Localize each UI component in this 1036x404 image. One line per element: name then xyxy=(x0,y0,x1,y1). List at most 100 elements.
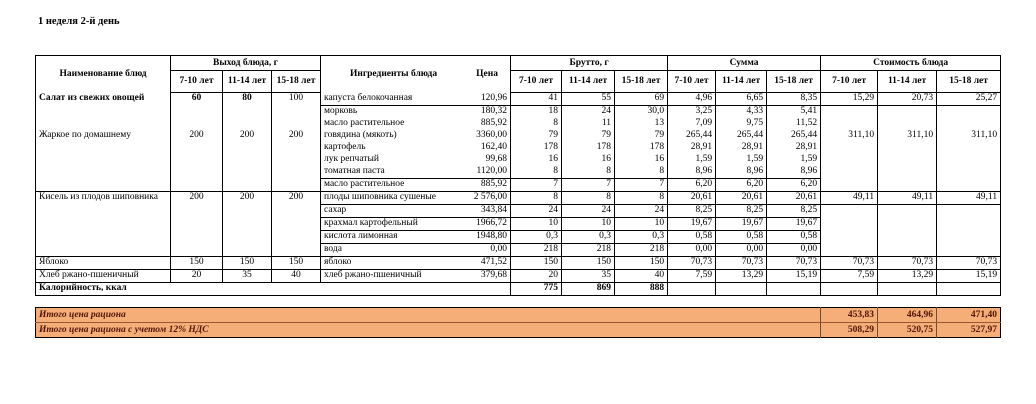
totals-table: Итого цена рациона 453,83 464,96 471,40 Итог… xyxy=(35,307,1001,338)
sum-cell: 0,00 xyxy=(715,243,767,257)
gross-cell: 218 xyxy=(561,243,615,257)
ingredient-cell: морковь xyxy=(320,105,463,118)
dish-output-cell: 40 xyxy=(270,269,321,283)
gross-cell: 8 xyxy=(561,166,615,179)
table-row: масло растительное 885,92 8 11 13 7,09 9,75 11,… xyxy=(36,118,1001,130)
price-cell: 162,40 xyxy=(480,142,508,152)
sum-cell: 19,67 xyxy=(667,217,716,231)
gross-cell: 10 xyxy=(510,217,562,231)
gross-cell: 16 xyxy=(561,154,615,166)
empty-cell xyxy=(667,282,716,296)
gross-cell: 10 xyxy=(614,217,668,231)
ingredient-cell: картофель xyxy=(320,142,463,154)
sum-cell: 265,44 xyxy=(715,130,767,142)
header-age-gross-1: 11-14 лет xyxy=(561,70,615,93)
gross-cell: 178 xyxy=(561,142,615,154)
gross-cell: 8 xyxy=(614,191,668,205)
table-row: Кисель из плодов шиповника 200 200 200 плоды… xyxy=(35,191,1001,257)
calories-value: 869 xyxy=(561,282,615,296)
sum-cell: 0,00 xyxy=(667,243,716,257)
ingredient-cell: масло растительное xyxy=(320,178,463,192)
header-age-output-1: 11-14 лет xyxy=(222,70,272,93)
sum-cell: 70,73 xyxy=(715,256,767,270)
price-cell: 180,32 xyxy=(480,106,508,116)
header-output-group: Выход блюда, г xyxy=(169,55,321,71)
sum-cell: 19,67 xyxy=(715,217,767,231)
ingredient-cell: масло растительное xyxy=(320,118,463,130)
table-row: томатная паста 1120,00 8 8 8 8,96 8,96 8,96 xyxy=(36,166,1001,179)
table-row: масло растительное 885,92 7 7 7 6,20 6,20 6,20 xyxy=(36,178,1001,192)
totals-label: Итого цена рациона xyxy=(35,307,821,323)
cost-cell xyxy=(936,105,1001,130)
table-row: кислота лимонная 1948,80 0,3 0,3 0,3 0,58 0,58… xyxy=(36,230,1001,244)
sum-cell: 1,59 xyxy=(667,154,716,166)
dish-name-cell: Яблоко xyxy=(35,256,171,270)
dish-output-cell: 200 xyxy=(222,191,272,257)
table-row: лук репчатый 99,68 16 16 16 1,59 1,59 1,59 xyxy=(36,154,1001,166)
table-row: Жаркое по домашнему 200 200 200 говядина (мя… xyxy=(35,130,1001,192)
gross-cell: 8 xyxy=(510,166,562,179)
dish-output-cell: 150 xyxy=(270,256,321,270)
empty-cell xyxy=(820,282,878,296)
gross-cell: 16 xyxy=(614,154,668,166)
sum-cell: 28,91 xyxy=(715,142,767,154)
dish-name-cell: Салат из свежих овощей xyxy=(39,92,145,103)
sum-cell: 7,09 xyxy=(667,118,716,130)
gross-cell: 79 xyxy=(510,130,562,142)
dish-output-cell: 200 xyxy=(170,191,223,257)
cost-cell: 49,11 xyxy=(936,191,1001,205)
price-cell: 0,00 xyxy=(462,243,511,257)
header-sum-group: Сумма xyxy=(667,55,821,71)
dish-output-cell: 35 xyxy=(222,269,272,283)
table-row: сахар 343,84 24 24 24 8,25 8,25 8,25 xyxy=(36,204,1001,257)
table-row: картофель 162,40 178 178 178 28,91 28,91 28,91 xyxy=(36,142,1001,154)
gross-cell: 150 xyxy=(561,256,615,270)
ingredient-cell: кислота лимонная xyxy=(320,230,463,244)
header-age-gross-2: 15-18 лет xyxy=(614,70,668,93)
price-cell: 885,92 xyxy=(462,178,511,192)
gross-cell: 10 xyxy=(561,217,615,231)
price-cell: 3360,00 xyxy=(476,130,508,140)
dish-output-cell: 150 xyxy=(222,256,272,270)
ingredient-cell: вода xyxy=(320,243,463,257)
gross-cell: 24 xyxy=(561,204,615,218)
header-age-sum-0: 7-10 лет xyxy=(667,70,716,93)
gross-cell: 8 xyxy=(614,166,668,179)
dish-output-cell: 200 xyxy=(270,191,321,257)
gross-cell: 218 xyxy=(510,243,562,257)
ingredient-cell: лук репчатый xyxy=(320,154,463,166)
header-age-gross-0: 7-10 лет xyxy=(510,70,562,93)
gross-cell: 7 xyxy=(561,178,615,192)
sum-cell: 70,73 xyxy=(766,256,821,270)
cost-cell: 15,19 xyxy=(936,269,1001,283)
sum-cell: 20,61 xyxy=(667,191,716,205)
cost-cell: 25,27 xyxy=(936,92,1001,106)
sum-cell: 0,58 xyxy=(766,230,821,244)
gross-cell: 178 xyxy=(614,142,668,154)
cost-cell: 15,29 xyxy=(820,92,878,106)
gross-cell: 0,3 xyxy=(614,230,668,244)
gross-cell: 11 xyxy=(561,118,615,130)
sum-cell: 7,59 xyxy=(667,269,716,283)
dish-name-cell: Жаркое по домашнему xyxy=(35,130,171,192)
price-cell: 1948,80 xyxy=(462,230,511,244)
totals-value: 520,75 xyxy=(877,322,937,338)
cost-cell: 311,10 xyxy=(877,130,937,192)
menu-table-body: Салат из свежих овощей 60 80 100 капуста бел… xyxy=(35,92,1001,296)
menu-table: Наименование блюд Выход блюда, г Ингреди… xyxy=(35,55,1002,296)
gross-cell: 7 xyxy=(614,178,668,192)
day-title: 1 неделя 2-й день xyxy=(38,16,120,27)
dish-output-cell: 200 xyxy=(222,130,272,192)
sum-cell: 9,75 xyxy=(715,118,767,130)
sum-cell: 20,61 xyxy=(766,191,821,205)
sum-cell: 8,25 xyxy=(667,204,716,218)
cost-cell: 70,73 xyxy=(820,256,878,270)
sum-cell: 20,61 xyxy=(715,191,767,205)
gross-cell: 0,3 xyxy=(561,230,615,244)
totals-value: 453,83 xyxy=(820,307,878,323)
sum-cell: 6,20 xyxy=(766,178,821,192)
sum-cell: 28,91 xyxy=(766,142,821,154)
dish-output-cell: 200 xyxy=(270,130,321,192)
price-cell: 99,68 xyxy=(485,154,508,164)
sum-cell: 4,96 xyxy=(667,92,716,106)
